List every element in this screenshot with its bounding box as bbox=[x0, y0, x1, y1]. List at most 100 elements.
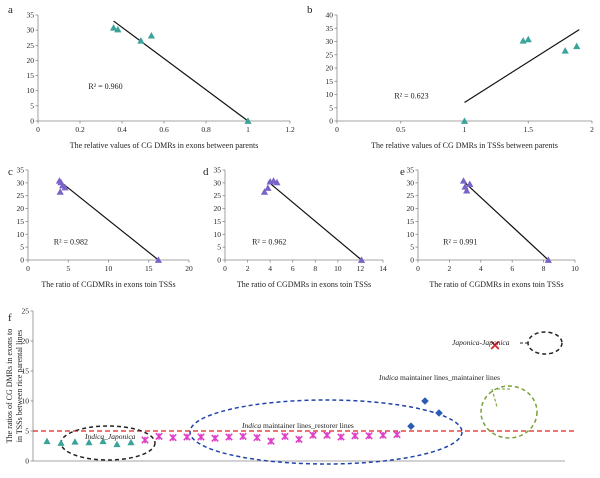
y-tick-label: 20 bbox=[214, 204, 222, 213]
y-tick-label: 30 bbox=[326, 37, 334, 46]
x-tick-label: 6 bbox=[510, 264, 514, 273]
data-point bbox=[154, 256, 163, 263]
x-axis-label: The ratio of CGDMRs in exons toin TSSs bbox=[429, 280, 563, 289]
y-tick-label: 25 bbox=[17, 191, 25, 200]
data-point bbox=[273, 178, 281, 186]
y-tick-label: 20 bbox=[22, 337, 30, 346]
x-tick-label: 14 bbox=[379, 264, 387, 273]
y-axis-label-line: in TSSs between rice parental lines bbox=[15, 330, 24, 443]
callout-connector bbox=[491, 388, 498, 408]
y-tick-label: 15 bbox=[27, 71, 35, 80]
y-tick-label: 5 bbox=[25, 427, 29, 436]
x-tick-label: 0 bbox=[335, 125, 339, 134]
x-tick-label: 0 bbox=[36, 125, 40, 134]
data-point-triangle bbox=[113, 440, 121, 448]
data-point-star bbox=[239, 432, 247, 441]
r-squared-label: R² = 0.960 bbox=[88, 82, 122, 91]
y-tick-label: 0 bbox=[217, 256, 221, 265]
x-tick-label: 8 bbox=[313, 264, 317, 273]
data-point-triangle bbox=[127, 438, 135, 446]
y-tick-label: 5 bbox=[329, 103, 333, 112]
data-point bbox=[573, 42, 581, 50]
y-tick-label: 40 bbox=[326, 11, 334, 20]
x-tick-label: 0 bbox=[416, 264, 420, 273]
annotation-text: _ bbox=[103, 432, 108, 441]
trendline bbox=[464, 29, 580, 103]
data-point bbox=[61, 183, 69, 191]
x-tick-label: 1.2 bbox=[285, 125, 295, 134]
y-tick-label: 0 bbox=[410, 256, 414, 265]
x-tick-label: 0.2 bbox=[75, 125, 85, 134]
x-tick-label: 0.6 bbox=[159, 125, 169, 134]
data-point bbox=[524, 35, 532, 43]
data-point-star bbox=[169, 433, 177, 442]
r-squared-label: R² = 0.962 bbox=[252, 238, 286, 247]
y-tick-label: 0 bbox=[25, 457, 29, 466]
annotation-maintainer-restorer: Indica maintainer lines_restorer lines bbox=[241, 421, 354, 430]
group-ellipse-maintainer-maintainer bbox=[480, 385, 538, 439]
group-ellipse-japonica bbox=[527, 331, 563, 355]
x-tick-label: 6 bbox=[291, 264, 295, 273]
y-tick-label: 10 bbox=[27, 86, 35, 95]
x-tick-label: 0.8 bbox=[201, 125, 211, 134]
y-tick-label: 5 bbox=[30, 101, 34, 110]
data-point-triangle bbox=[99, 437, 107, 445]
data-point bbox=[260, 188, 269, 195]
x-tick-label: 10 bbox=[571, 264, 579, 273]
annotation-maintainer-maintainer: Indica maintainer lines_maintainer lines bbox=[378, 373, 500, 382]
x-tick-label: 4 bbox=[268, 264, 272, 273]
y-tick-label: 35 bbox=[407, 166, 415, 175]
x-axis-label: The ratio of CGDMRs in exons toin TSSs bbox=[237, 280, 371, 289]
y-axis-label-line: The ratios of CG DMRs in exons to bbox=[5, 329, 14, 443]
panel-label: d bbox=[203, 166, 209, 178]
data-point bbox=[137, 37, 145, 44]
y-tick-label: 25 bbox=[22, 307, 30, 316]
annotation-indica-japonica: Indica_Japonica bbox=[84, 432, 136, 441]
y-tick-label: 10 bbox=[326, 90, 334, 99]
data-point-star bbox=[155, 432, 163, 441]
data-point bbox=[463, 186, 471, 194]
data-point-star bbox=[295, 435, 303, 444]
y-tick-label: 0 bbox=[30, 117, 34, 126]
y-tick-label: 30 bbox=[214, 178, 222, 187]
x-tick-label: 0.5 bbox=[396, 125, 406, 134]
data-point-triangle bbox=[71, 438, 79, 445]
data-point-triangle bbox=[43, 437, 51, 445]
y-tick-label: 10 bbox=[214, 230, 222, 239]
x-axis-label: The ratio of CGDMRs in exons toin TSSs bbox=[41, 280, 175, 289]
y-tick-label: 15 bbox=[326, 77, 334, 86]
panel-d: d 0 5 10 15 20 25 30 35 0 2 4 6 8 10 12 14 The ratio of C… bbox=[203, 166, 387, 290]
panel-e: e 0 5 10 15 20 25 30 35 0 2 4 6 8 10 The ratio of CGDMR… bbox=[400, 166, 579, 290]
trendline bbox=[113, 20, 249, 122]
data-point-star bbox=[253, 433, 261, 442]
y-tick-label: 35 bbox=[214, 166, 222, 175]
y-tick-label: 25 bbox=[407, 191, 415, 200]
trendline bbox=[464, 182, 549, 261]
annotation-italic: Japonica bbox=[108, 432, 136, 441]
x-tick-label: 1 bbox=[463, 125, 467, 134]
panel-a: a 0 5 10 15 20 25 30 35 0 0.2 0.4 0.6 0.8 1 1.2 The rela… bbox=[8, 4, 295, 150]
panel-label: b bbox=[307, 4, 313, 16]
x-tick-label: 0 bbox=[26, 264, 30, 273]
data-point bbox=[357, 256, 366, 263]
y-tick-label: 10 bbox=[17, 230, 25, 239]
data-point-triangle bbox=[57, 439, 65, 446]
data-point-star bbox=[365, 432, 373, 440]
data-point-star bbox=[309, 431, 317, 439]
x-tick-label: 12 bbox=[357, 264, 365, 273]
x-tick-label: 5 bbox=[66, 264, 70, 273]
data-point-triangle bbox=[85, 438, 93, 446]
annotation-italic: Indica bbox=[241, 421, 261, 430]
group-ellipse-maintainer-restorer bbox=[189, 399, 463, 465]
y-tick-label: 15 bbox=[22, 367, 30, 376]
panel-label: a bbox=[8, 4, 13, 16]
y-tick-label: 15 bbox=[17, 217, 25, 226]
data-point-diamond bbox=[435, 409, 443, 417]
data-point-star bbox=[281, 432, 289, 441]
data-point-star bbox=[267, 437, 275, 445]
y-tick-label: 25 bbox=[214, 191, 222, 200]
y-tick-label: 30 bbox=[17, 178, 25, 187]
x-tick-label: 15 bbox=[145, 264, 153, 273]
y-tick-label: 25 bbox=[326, 50, 334, 59]
